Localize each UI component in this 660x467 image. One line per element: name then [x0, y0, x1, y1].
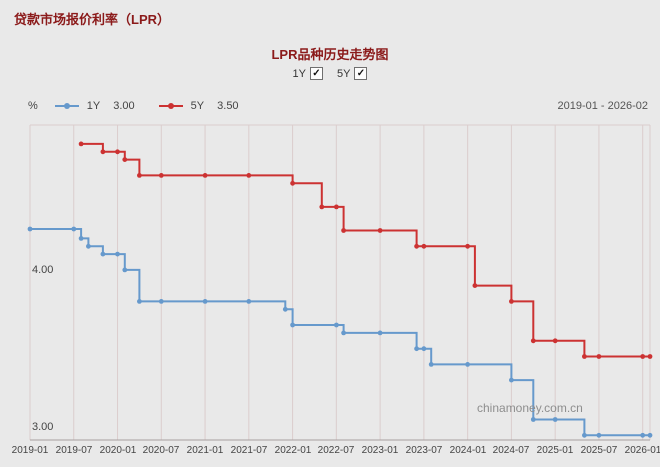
legend-item-1y: 1Y 3.00 — [54, 100, 135, 112]
legend-5y-value: 3.50 — [217, 100, 239, 112]
y-tick-label: 4.00 — [32, 264, 54, 276]
series-toggles: 1Y ✓ 5Y ✓ — [0, 67, 660, 80]
page-title: 贷款市场报价利率（LPR） — [14, 12, 171, 27]
x-tick-label: 2021-07 — [230, 445, 268, 456]
toggle-1y-label: 1Y — [292, 67, 306, 80]
x-tick-label: 2022-07 — [317, 445, 355, 456]
x-tick-label: 2024-07 — [492, 445, 530, 456]
check-icon: ✓ — [312, 67, 321, 79]
x-tick-label: 2021-01 — [186, 445, 224, 456]
5y-line-swatch — [158, 103, 183, 109]
chart-legend: % 1Y 3.00 5Y 3.50 2019-01 - 2026-02 — [28, 100, 648, 112]
x-axis-labels: 2019-01 2019-07 2020-01 2020-07 2021-01 2021-… — [0, 445, 660, 459]
x-tick-label: 2023-07 — [405, 445, 443, 456]
y-tick-label: 3.00 — [32, 421, 54, 433]
x-tick-label: 2022-01 — [274, 445, 312, 456]
x-tick-label: 2024-01 — [449, 445, 487, 456]
legend-5y-name: 5Y — [190, 100, 205, 112]
5y-marker-dot — [167, 103, 174, 109]
x-tick-label: 2019-07 — [55, 445, 93, 456]
chart-title: LPR品种历史走势图 — [271, 47, 389, 62]
date-range: 2019-01 - 2026-02 — [557, 100, 648, 112]
legend-1y-name: 1Y — [86, 100, 101, 112]
1y-marker-dot — [63, 103, 70, 109]
x-tick-label: 2020-07 — [142, 445, 180, 456]
toggle-5y[interactable]: 5Y ✓ — [337, 67, 368, 80]
x-tick-label: 2025-07 — [580, 445, 618, 456]
y-axis-unit: % — [28, 100, 38, 112]
x-tick-label: 2020-01 — [99, 445, 137, 456]
legend-item-5y: 5Y 3.50 — [158, 100, 239, 112]
toggle-1y[interactable]: 1Y ✓ — [293, 67, 323, 80]
x-tick-label: 2023-01 — [361, 445, 399, 456]
check-icon: ✓ — [356, 67, 366, 79]
x-tick-label: 2025-01 — [536, 445, 574, 456]
x-tick-label: 2026-01 — [624, 445, 660, 456]
1y-line-swatch — [54, 103, 79, 109]
1y-checkbox[interactable]: ✓ — [310, 67, 323, 80]
watermark: chinamoney.com.cn — [477, 401, 583, 415]
legend-1y-value: 3.00 — [113, 100, 135, 112]
toggle-5y-label: 5Y — [337, 67, 351, 80]
x-tick-label: 2019-01 — [11, 445, 49, 456]
5y-checkbox[interactable]: ✓ — [354, 67, 368, 80]
